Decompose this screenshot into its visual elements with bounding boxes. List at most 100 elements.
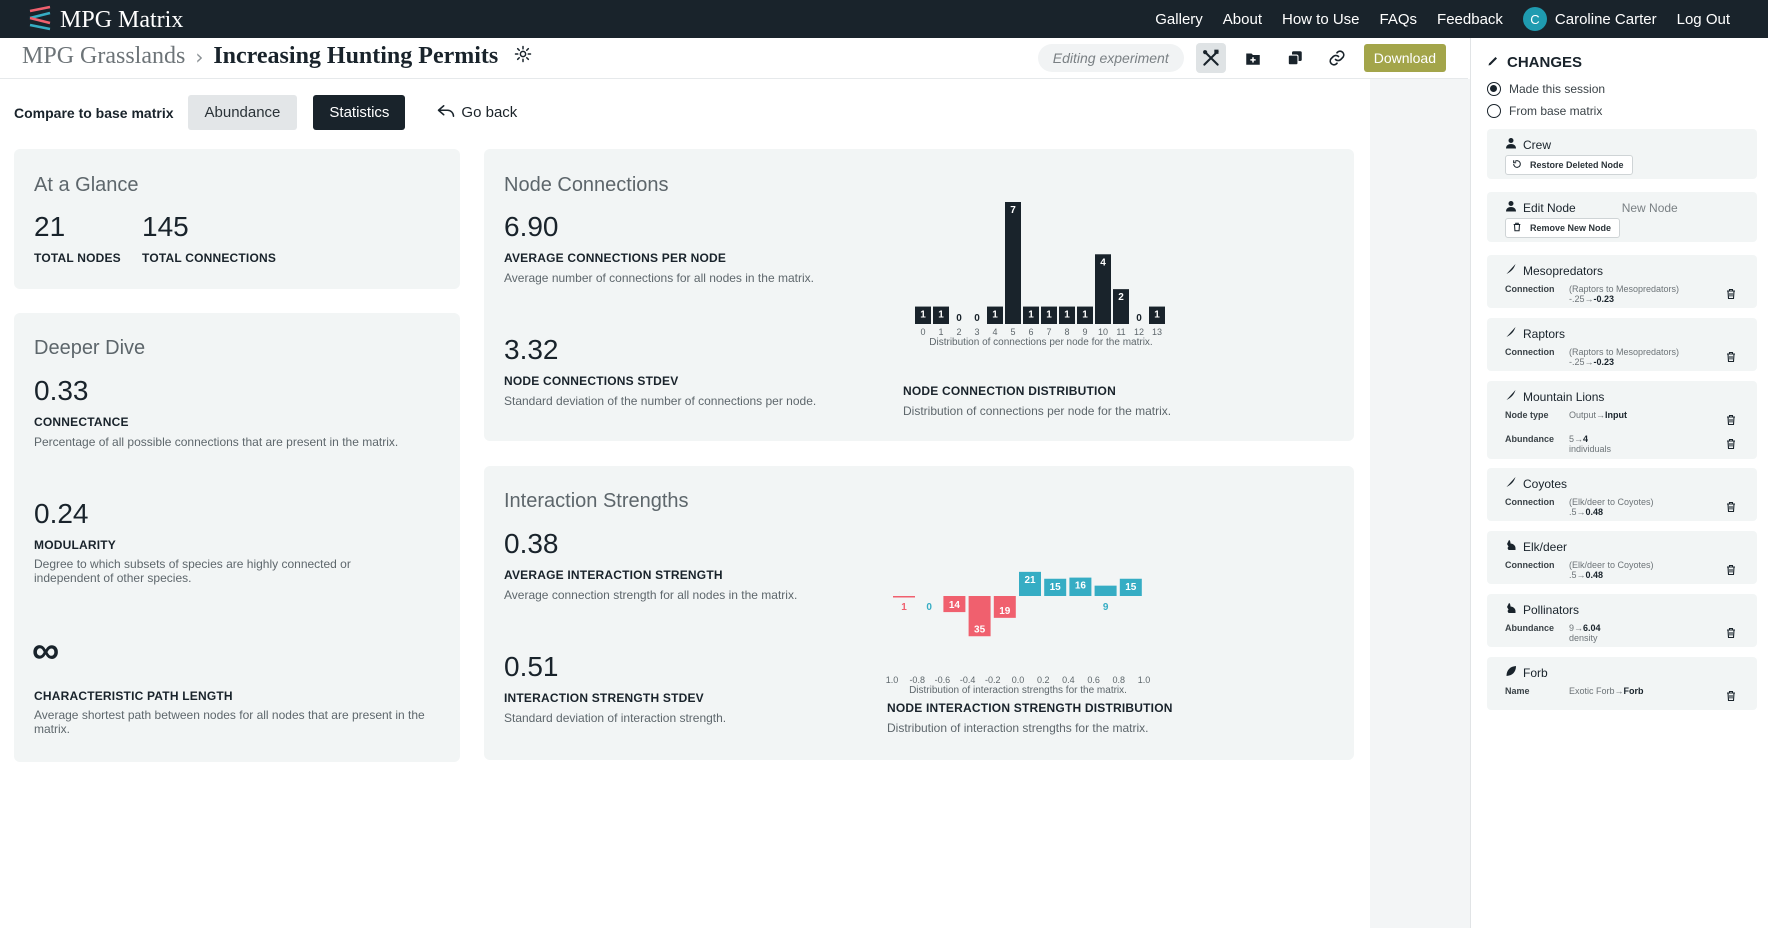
statistics-tab[interactable]: Statistics bbox=[313, 95, 406, 130]
change-item: Elk/deer Connection (Elk/deer to Coyotes… bbox=[1487, 531, 1757, 584]
x-tick-label: 12 bbox=[1134, 327, 1144, 337]
download-button[interactable]: Download bbox=[1363, 44, 1446, 72]
button-label: Restore Deleted Node bbox=[1530, 160, 1624, 170]
abundance-tab[interactable]: Abundance bbox=[187, 95, 298, 130]
trash-icon[interactable] bbox=[1725, 413, 1737, 431]
gear-icon[interactable] bbox=[514, 45, 532, 68]
modularity-label: MODULARITY bbox=[34, 538, 116, 552]
deeper-dive-card: Deeper Dive 0.33 CONNECTANCE Percentage … bbox=[14, 313, 460, 762]
avg-connections-label: AVERAGE CONNECTIONS PER NODE bbox=[504, 251, 727, 265]
logout-link[interactable]: Log Out bbox=[1676, 10, 1730, 28]
nav-faqs[interactable]: FAQs bbox=[1379, 10, 1418, 28]
connection-bar-value: 1 bbox=[1082, 310, 1088, 321]
interaction-stdev-desc: Standard deviation of interaction streng… bbox=[504, 711, 727, 725]
nav-gallery[interactable]: Gallery bbox=[1155, 10, 1203, 28]
go-back-button[interactable]: Go back bbox=[437, 103, 517, 123]
trash-icon[interactable] bbox=[1725, 626, 1737, 644]
trash-icon[interactable] bbox=[1725, 437, 1737, 455]
restore-deleted-node-button[interactable]: Restore Deleted Node bbox=[1505, 155, 1633, 175]
connection-bar bbox=[1041, 306, 1057, 324]
x-tick-label: 0 bbox=[920, 327, 925, 337]
trash-icon bbox=[1512, 222, 1522, 234]
interaction-strengths-card: Interaction Strengths 0.38 AVERAGE INTER… bbox=[484, 466, 1354, 760]
bird-icon bbox=[1505, 389, 1517, 404]
strength-bar-value: 15 bbox=[1125, 582, 1137, 593]
add-node-icon[interactable] bbox=[1238, 43, 1268, 73]
copy-icon[interactable] bbox=[1280, 43, 1310, 73]
breadcrumb-project[interactable]: MPG Grasslands bbox=[22, 43, 186, 69]
x-tick-label: -0.4 bbox=[960, 675, 976, 685]
change-item: Pollinators Abundance 9→6.04 density bbox=[1487, 594, 1757, 647]
bird-icon bbox=[1505, 326, 1517, 341]
strength-bar bbox=[993, 596, 1016, 618]
go-back-label: Go back bbox=[461, 104, 518, 121]
connectance-label: CONNECTANCE bbox=[34, 415, 129, 429]
nav-feedback[interactable]: Feedback bbox=[1437, 10, 1503, 28]
tools-icon[interactable] bbox=[1195, 43, 1226, 73]
change-node-name: Raptors bbox=[1523, 326, 1566, 341]
avatar[interactable]: C bbox=[1522, 7, 1547, 31]
change-node-name: Elk/deer bbox=[1523, 539, 1568, 554]
x-tick-label: 1 bbox=[938, 327, 943, 337]
x-tick-label: 4 bbox=[992, 327, 997, 337]
change-node-name: Mountain Lions bbox=[1523, 389, 1605, 404]
experiment-toolbar: Editing experiment Download bbox=[1037, 43, 1446, 73]
card-title: Interaction Strengths bbox=[504, 490, 689, 512]
x-tick-label: 3 bbox=[974, 327, 979, 337]
change-row-label: Node type bbox=[1505, 410, 1549, 420]
trash-icon[interactable] bbox=[1725, 689, 1737, 707]
connection-bar bbox=[1113, 289, 1129, 324]
changes-title: CHANGES bbox=[1487, 54, 1582, 71]
connection-bar bbox=[1023, 306, 1039, 324]
x-tick-label: -0.6 bbox=[935, 675, 951, 685]
strength-bar-value: 14 bbox=[949, 600, 961, 611]
change-node-name: Pollinators bbox=[1523, 602, 1580, 617]
change-row-value: (Elk/deer to Coyotes) .5→0.48 bbox=[1569, 497, 1654, 517]
modularity-value: 0.24 bbox=[34, 498, 89, 529]
connection-bar-value: 1 bbox=[920, 310, 926, 321]
path-length-value: ∞ bbox=[32, 630, 60, 672]
change-header: Raptors bbox=[1505, 326, 1565, 341]
undo-icon bbox=[1512, 159, 1522, 171]
connection-bar bbox=[987, 306, 1003, 324]
node-connections-card: Node Connections 6.90 AVERAGE CONNECTION… bbox=[484, 149, 1354, 441]
change-item: Raptors Connection (Raptors to Mesopreda… bbox=[1487, 318, 1757, 371]
change-row-value: (Elk/deer to Coyotes) .5→0.48 bbox=[1569, 560, 1654, 580]
avg-connections-desc: Average number of connections for all no… bbox=[504, 271, 814, 285]
connection-chart-desc: Distribution of connections per node for… bbox=[903, 404, 1172, 418]
app-logo[interactable]: MPG Matrix bbox=[28, 5, 183, 36]
x-tick-label: 7 bbox=[1046, 327, 1051, 337]
x-tick-label: -0.2 bbox=[985, 675, 1001, 685]
user-name[interactable]: Caroline Carter bbox=[1554, 10, 1657, 28]
change-row-value: Exotic Forb→Forb bbox=[1569, 686, 1644, 696]
trash-icon[interactable] bbox=[1725, 350, 1737, 368]
trash-icon[interactable] bbox=[1725, 563, 1737, 581]
bird-icon bbox=[1505, 263, 1517, 278]
trash-icon[interactable] bbox=[1725, 287, 1737, 305]
node-connection-chart: 10110203147516171819410211012113Distribu… bbox=[915, 202, 1165, 348]
x-tick-label: 9 bbox=[1082, 327, 1087, 337]
avg-interaction-value: 0.38 bbox=[504, 528, 559, 559]
change-row-label: Abundance bbox=[1505, 434, 1555, 444]
change-node-name: Forb bbox=[1523, 665, 1548, 680]
link-icon[interactable] bbox=[1322, 43, 1352, 73]
x-tick-label: 0.4 bbox=[1062, 675, 1075, 685]
nav-about[interactable]: About bbox=[1222, 10, 1262, 28]
modularity-desc: Degree to which subsets of species are h… bbox=[34, 557, 351, 585]
change-row-label: Connection bbox=[1505, 560, 1555, 570]
logo-icon bbox=[28, 5, 54, 36]
strength-bar bbox=[1094, 585, 1117, 596]
reply-arrow-icon bbox=[437, 103, 455, 123]
at-a-glance-card: At a Glance 21 TOTAL NODES 145 TOTAL CON… bbox=[14, 149, 460, 289]
connections-stdev-value: 3.32 bbox=[504, 334, 559, 365]
x-axis-label: Distribution of connections per node for… bbox=[929, 337, 1152, 348]
radio-from-base-matrix[interactable]: From base matrix bbox=[1487, 104, 1602, 118]
radio-made-this-session[interactable]: Made this session bbox=[1487, 82, 1605, 96]
remove-new-node-button[interactable]: Remove New Node bbox=[1505, 218, 1621, 238]
change-header: Edit Node New Node bbox=[1505, 200, 1678, 215]
trash-icon[interactable] bbox=[1725, 500, 1737, 518]
connection-bar-value: 1 bbox=[938, 310, 944, 321]
connection-bar-value: 1 bbox=[1046, 310, 1052, 321]
x-tick-label: -0.8 bbox=[909, 675, 925, 685]
nav-how-to-use[interactable]: How to Use bbox=[1281, 10, 1360, 28]
